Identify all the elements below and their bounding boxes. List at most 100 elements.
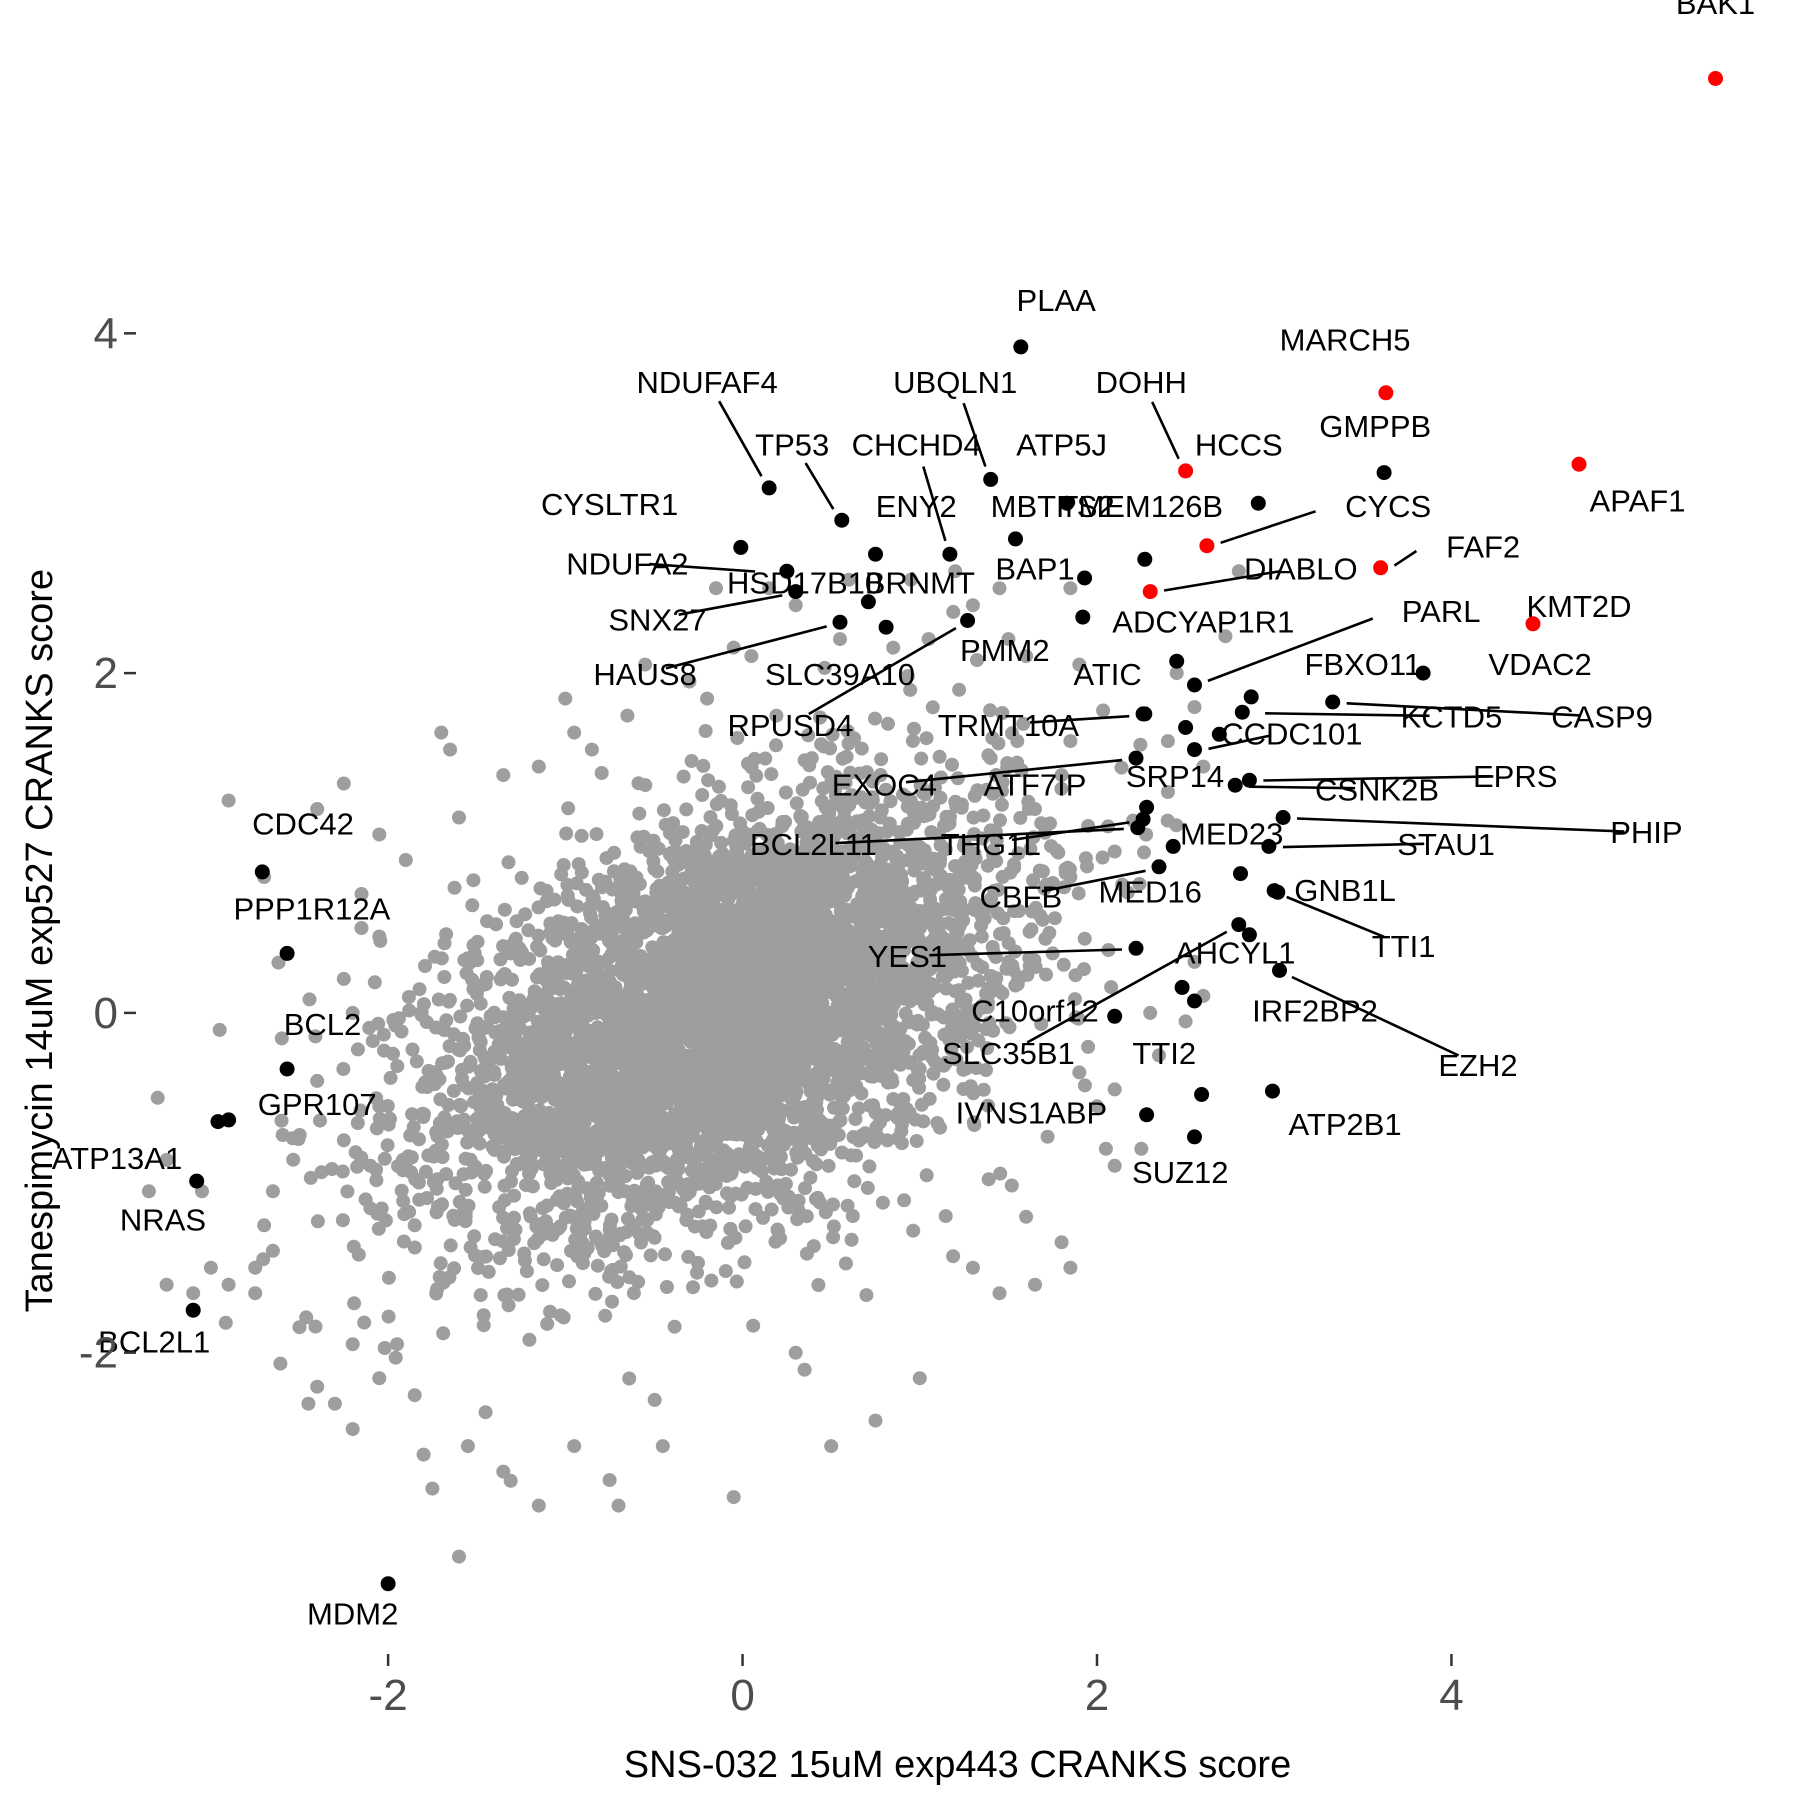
background-point [698,837,713,852]
background-point [753,843,767,858]
background-point [584,910,598,925]
background-point [714,835,729,850]
background-point [680,1073,695,1088]
background-point [815,1027,830,1042]
background-point [336,1062,351,1076]
background-point [721,885,735,900]
background-point [473,1288,488,1303]
background-point [484,1096,499,1111]
background-point [582,1067,597,1082]
background-point [588,1286,603,1301]
background-point [458,1182,473,1197]
background-point [519,1264,534,1279]
background-point [536,1252,551,1267]
background-point [730,731,745,745]
background-point [396,1234,411,1249]
background-point [745,855,760,870]
background-point [761,1184,775,1199]
background-point [823,814,838,829]
background-point [218,1315,233,1330]
background-point [713,862,728,877]
background-point [1023,841,1038,856]
background-point [558,1118,573,1133]
background-point [745,808,760,823]
background-point [350,1116,365,1130]
background-point [977,911,992,926]
background-point [391,1159,405,1174]
background-point [506,1075,521,1090]
background-point [954,797,969,812]
background-point [402,1003,417,1018]
background-point [659,1280,674,1294]
background-point [891,1039,906,1054]
background-point [1039,967,1053,982]
background-point [872,1055,887,1070]
background-point [376,1027,391,1042]
background-point [492,1251,507,1266]
background-point [776,1191,791,1206]
background-point [741,780,756,795]
background-point [522,1123,537,1138]
background-point [1133,737,1148,752]
background-point [467,1229,482,1244]
background-point [982,1016,997,1030]
background-point [976,808,991,823]
background-point [740,885,755,900]
background-point [615,967,630,981]
background-point [996,911,1011,926]
background-point [576,1116,591,1131]
background-point [531,928,546,943]
background-point [882,845,897,859]
background-point [468,1021,483,1036]
background-point [716,993,731,1008]
background-point [302,992,317,1007]
background-point [740,868,755,883]
background-point [703,810,718,825]
background-point [1008,978,1023,993]
background-point [447,1261,462,1276]
background-point [340,1184,355,1199]
background-point [747,751,762,766]
background-point [817,660,832,675]
background-point [996,926,1011,940]
background-point [451,1042,465,1057]
background-point [470,934,485,949]
background-point [617,1029,632,1044]
background-point [722,1200,736,1215]
background-point [558,1089,573,1103]
background-point [919,731,934,746]
background-point [596,1096,611,1111]
background-point [636,1199,651,1214]
background-point [979,782,994,797]
background-point [947,903,962,918]
background-point [468,1159,483,1174]
background-point [435,1150,450,1164]
background-point [530,1217,545,1232]
background-point [599,851,614,866]
background-point [797,1102,812,1117]
background-point [797,1122,812,1137]
background-point [1011,846,1026,861]
background-point [981,1098,995,1113]
background-point [1068,992,1082,1007]
background-point [476,1318,491,1333]
background-point [388,1350,403,1365]
background-point [465,898,480,913]
background-point [579,1181,594,1196]
background-point [922,807,937,822]
background-point [676,1182,690,1197]
background-point [738,1219,753,1234]
background-point [937,1027,952,1042]
background-point [875,1195,890,1210]
background-point [723,1222,738,1237]
background-point [634,1100,649,1115]
background-point [698,985,713,1000]
background-point [952,682,967,697]
background-point [771,1224,786,1239]
background-point [907,815,921,830]
background-point [949,944,964,959]
background-point [853,1003,867,1018]
background-point [1218,629,1233,644]
background-point [589,996,604,1011]
background-point [866,1006,881,1021]
